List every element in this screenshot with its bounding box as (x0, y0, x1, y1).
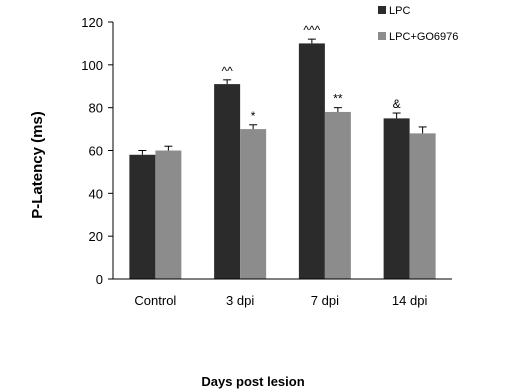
bar-lpc-3-dpi (214, 84, 241, 279)
legend: LPC LPC+GO6976 (378, 5, 458, 43)
y-tick-label: 40 (89, 186, 103, 201)
significance-annotations: ^^ * ^^^ ** & (221, 23, 400, 123)
bar-lpc-14-dpi (383, 118, 410, 279)
y-tick-label: 80 (89, 101, 103, 116)
bar-lpc-control (129, 154, 156, 279)
x-tick-label: 14 dpi (392, 293, 428, 308)
bar-lpc-go6976-control (155, 150, 182, 279)
significance-marker: & (393, 97, 401, 111)
y-axis-title: P-Latency (ms) (29, 111, 46, 219)
significance-marker: ^^^ (303, 23, 320, 37)
legend-swatch (378, 6, 386, 14)
significance-marker: ^^ (221, 64, 233, 78)
bar-lpc-go6976-3-dpi (240, 129, 267, 279)
y-tick-label: 100 (81, 58, 103, 73)
y-tick-label: 0 (96, 272, 103, 287)
bar-lpc-go6976-14-dpi (409, 133, 436, 279)
x-tick-label: Control (134, 293, 176, 308)
significance-marker: ** (333, 92, 343, 106)
legend-label: LPC (389, 5, 410, 17)
legend-label: LPC+GO6976 (389, 31, 458, 43)
x-tick-label: 7 dpi (311, 293, 339, 308)
y-tick-label: 20 (89, 229, 103, 244)
bars (129, 43, 436, 279)
y-tick-label: 60 (89, 144, 103, 159)
x-axis-title: Days post lesion (201, 374, 304, 389)
y-axis-ticks: 0 20 40 60 80 100 120 (81, 15, 113, 287)
x-tick-label: 3 dpi (226, 293, 254, 308)
x-axis-labels: Control 3 dpi 7 dpi 14 dpi (134, 293, 427, 308)
bar-lpc-go6976-7-dpi (324, 111, 351, 279)
error-bars (138, 38, 427, 155)
legend-swatch (378, 32, 386, 40)
bar-lpc-7-dpi (298, 43, 325, 279)
significance-marker: * (251, 109, 256, 123)
y-tick-label: 120 (81, 15, 103, 30)
